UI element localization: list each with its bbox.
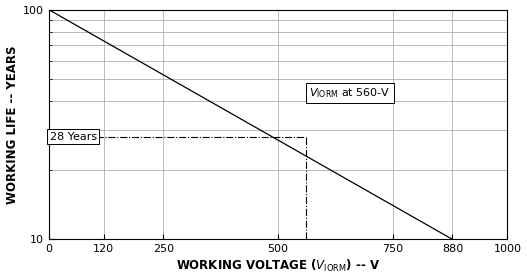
Text: $V_{\mathrm{IORM}}$ at 560-V: $V_{\mathrm{IORM}}$ at 560-V — [309, 86, 391, 100]
X-axis label: WORKING VOLTAGE ($V_{\mathrm{IORM}}$) -- V: WORKING VOLTAGE ($V_{\mathrm{IORM}}$) --… — [176, 258, 380, 274]
Text: 28 Years: 28 Years — [50, 132, 96, 142]
Y-axis label: WORKING LIFE -- YEARS: WORKING LIFE -- YEARS — [6, 45, 18, 204]
